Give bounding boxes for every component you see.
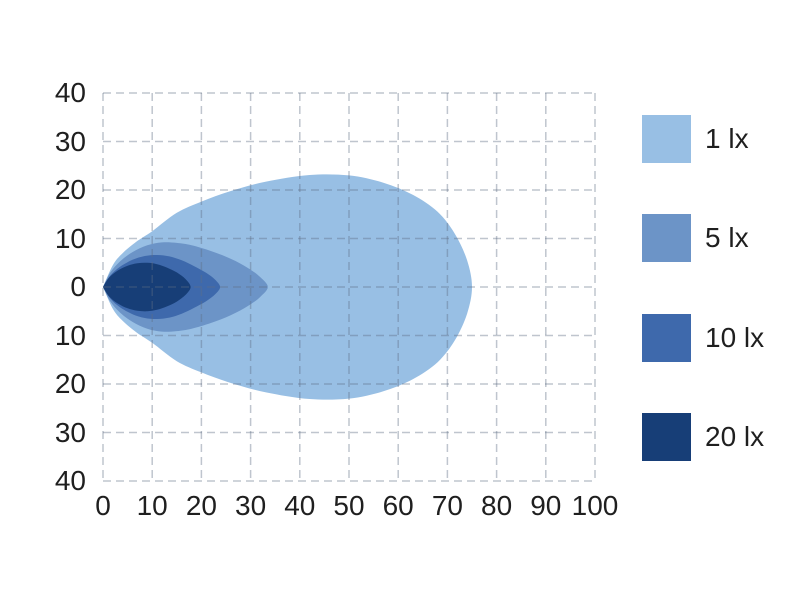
grid-lines [102, 92, 596, 482]
y-tick-label: 10 [54, 222, 86, 254]
legend-swatch-5-lx [642, 214, 691, 262]
y-tick-label: 30 [54, 416, 86, 448]
y-tick-label: 40 [54, 465, 86, 496]
x-tick-label: 90 [530, 490, 562, 521]
x-tick-label: 100 [571, 490, 619, 521]
x-tick-label: 20 [185, 490, 217, 521]
legend-item-20-lx: 20 lx [642, 413, 764, 461]
x-tick-label: 50 [333, 490, 365, 521]
x-tick-label: 60 [382, 490, 414, 521]
x-tick-label: 80 [481, 490, 513, 521]
legend-item-1-lx: 1 lx [642, 115, 749, 163]
x-tick-label: 70 [431, 490, 463, 521]
legend-label: 10 lx [705, 322, 765, 353]
y-tick-label: 10 [54, 319, 86, 351]
y-tick-label: 0 [70, 271, 86, 302]
isolux-lobes [103, 174, 472, 400]
y-tick-label: 20 [54, 174, 86, 205]
y-tick-label: 20 [54, 368, 86, 399]
legend-swatch-1-lx [642, 115, 691, 163]
y-tick-label: 40 [54, 77, 86, 108]
legend-swatch-10-lx [642, 314, 691, 362]
legend-label: 20 lx [705, 421, 765, 452]
x-tick-label: 30 [235, 490, 267, 521]
legend-label: 1 lx [705, 123, 749, 154]
isolux-lobe-20-lx [103, 262, 191, 312]
legend-item-5-lx: 5 lx [642, 214, 749, 262]
x-tick-label: 40 [284, 490, 316, 521]
x-tick-label: 10 [136, 490, 168, 521]
legend-label: 5 lx [705, 222, 749, 253]
isolux-lobe-1-lx [103, 174, 472, 400]
x-tick-label: 0 [95, 490, 111, 521]
y-tick-label: 30 [54, 125, 86, 157]
legend-item-10-lx: 10 lx [642, 314, 764, 362]
legend-swatch-20-lx [642, 413, 691, 461]
